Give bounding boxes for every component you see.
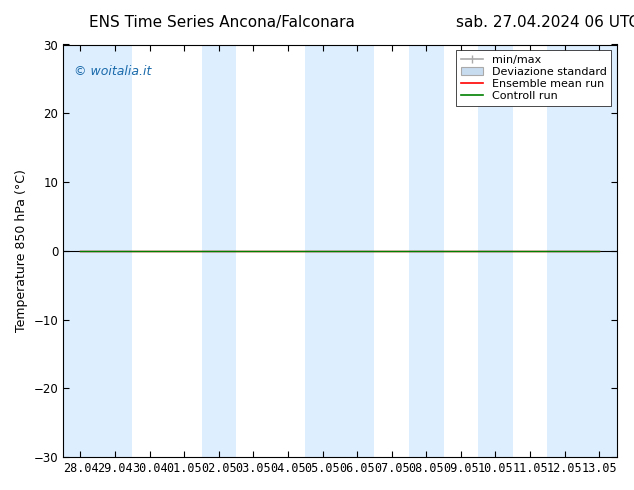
Legend: min/max, Deviazione standard, Ensemble mean run, Controll run: min/max, Deviazione standard, Ensemble m… — [456, 50, 611, 106]
Bar — [98, 45, 133, 457]
Bar — [547, 45, 582, 457]
Bar — [305, 45, 340, 457]
Bar — [582, 45, 616, 457]
Text: ENS Time Series Ancona/Falconara: ENS Time Series Ancona/Falconara — [89, 15, 355, 30]
Bar — [202, 45, 236, 457]
Bar — [340, 45, 375, 457]
Y-axis label: Temperature 850 hPa (°C): Temperature 850 hPa (°C) — [15, 170, 28, 332]
Text: sab. 27.04.2024 06 UTC: sab. 27.04.2024 06 UTC — [456, 15, 634, 30]
Text: © woitalia.it: © woitalia.it — [74, 65, 152, 78]
Bar — [63, 45, 98, 457]
Bar — [409, 45, 444, 457]
Bar — [478, 45, 513, 457]
